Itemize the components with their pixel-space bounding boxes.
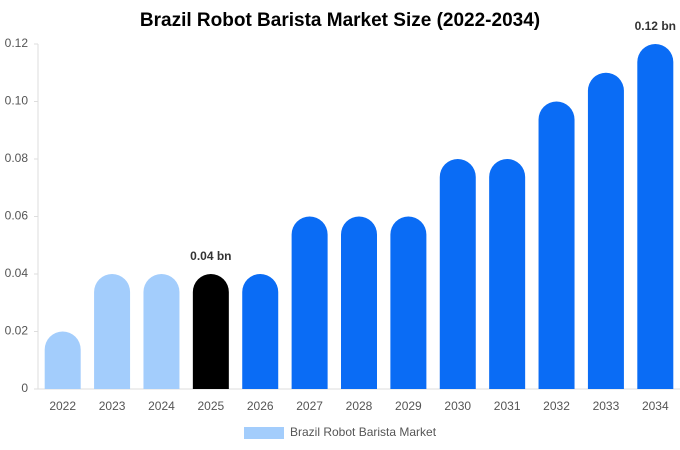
y-tick-label: 0.06 <box>5 209 29 223</box>
bar <box>44 331 81 389</box>
value-label: 0.12 bn <box>635 19 676 33</box>
bar <box>439 159 476 389</box>
y-tick-label: 0.12 <box>5 36 29 50</box>
legend-swatch <box>244 427 284 439</box>
y-tick-label: 0.08 <box>5 151 29 165</box>
x-tick-label: 2031 <box>494 399 521 413</box>
bar <box>637 44 674 389</box>
x-tick-label: 2034 <box>642 399 669 413</box>
x-tick-label: 2028 <box>346 399 373 413</box>
y-tick-label: 0.04 <box>5 266 29 280</box>
bar <box>291 216 328 389</box>
x-tick-label: 2027 <box>296 399 323 413</box>
x-tick-label: 2023 <box>99 399 126 413</box>
legend-label: Brazil Robot Barista Market <box>290 425 437 439</box>
bar <box>341 216 377 389</box>
y-tick-label: 0.10 <box>5 94 29 108</box>
bar <box>143 274 180 389</box>
x-tick-label: 2033 <box>593 399 620 413</box>
chart-title: Brazil Robot Barista Market Size (2022-2… <box>140 10 540 31</box>
bar <box>587 72 624 389</box>
x-tick-label: 2022 <box>49 399 76 413</box>
y-tick-label: 0.02 <box>5 324 29 338</box>
bar <box>192 274 229 389</box>
bar <box>489 159 526 389</box>
y-tick-label: 0 <box>21 381 28 395</box>
x-tick-label: 2029 <box>395 399 422 413</box>
x-tick-label: 2030 <box>444 399 471 413</box>
bar <box>242 274 279 389</box>
value-label: 0.04 bn <box>190 249 231 263</box>
x-tick-label: 2025 <box>197 399 224 413</box>
bar <box>538 101 575 389</box>
x-tick-label: 2024 <box>148 399 175 413</box>
bar <box>390 216 427 389</box>
x-tick-label: 2026 <box>247 399 274 413</box>
bar <box>94 274 131 389</box>
x-tick-label: 2032 <box>543 399 570 413</box>
